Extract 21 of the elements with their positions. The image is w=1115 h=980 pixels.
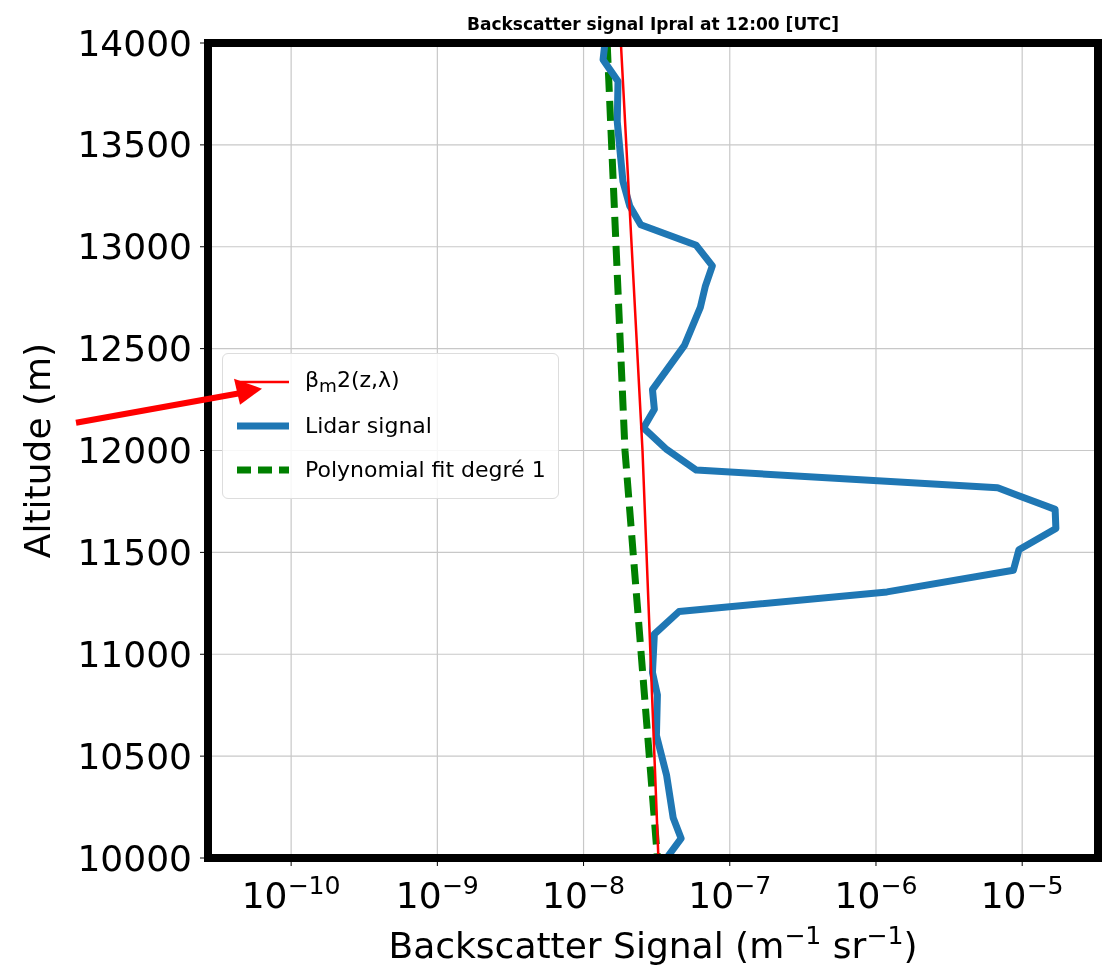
y-tick-label: 12000 bbox=[77, 430, 192, 472]
legend-label: Polynomial fit degré 1 bbox=[305, 457, 546, 483]
y-axis-title: Altitude (m) bbox=[16, 342, 58, 559]
y-tick-label: 14000 bbox=[77, 22, 192, 64]
x-tick-label: 10$^{−10}$ bbox=[241, 870, 341, 916]
chart-title: Backscatter signal Ipral at 12:00 [UTC] bbox=[465, 14, 841, 34]
y-tick-label: 10500 bbox=[77, 735, 192, 777]
legend-label: Lidar signal bbox=[305, 413, 432, 439]
x-axis-title: Backscatter Signal (m$^{−1}$ sr$^{−1}$) bbox=[388, 920, 918, 966]
x-tick-label: 10$^{−8}$ bbox=[542, 870, 626, 916]
y-tick-label: 13500 bbox=[77, 124, 192, 166]
y-tick-label: 10000 bbox=[77, 837, 192, 879]
y-tick-label: 13000 bbox=[77, 226, 192, 268]
y-tick-label: 11000 bbox=[77, 633, 192, 675]
x-tick-label: 10$^{−7}$ bbox=[688, 870, 772, 916]
x-tick-label: 10$^{−5}$ bbox=[980, 870, 1064, 916]
x-tick-label: 10$^{−9}$ bbox=[395, 870, 479, 916]
legend-label: β$_{m}$2(z,λ) bbox=[305, 366, 400, 397]
y-tick-label: 12500 bbox=[77, 328, 192, 370]
y-tick-label: 11500 bbox=[77, 531, 192, 573]
x-tick-label: 10$^{−6}$ bbox=[834, 870, 918, 916]
